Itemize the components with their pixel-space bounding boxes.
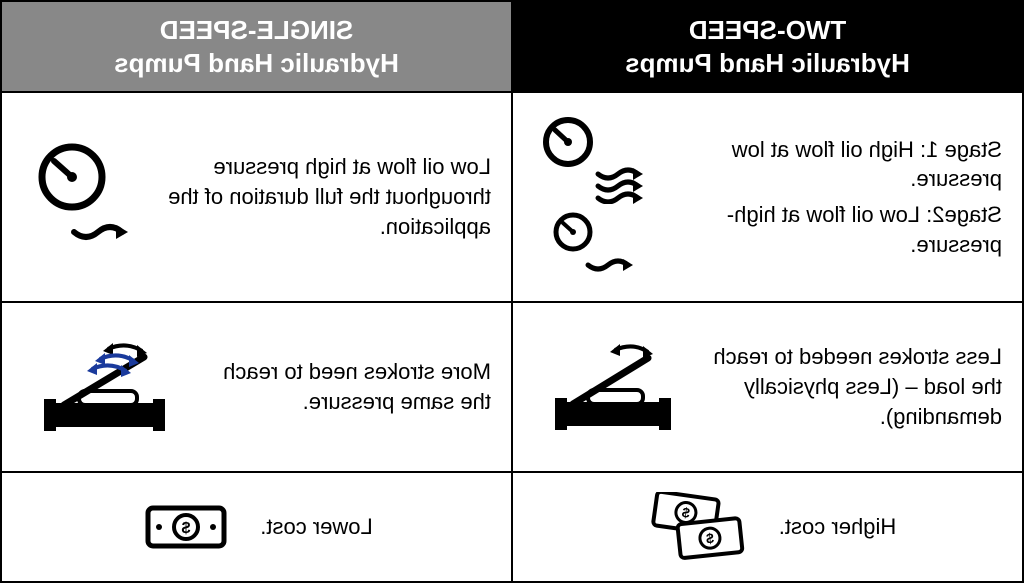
gauge-flow-double-icon — [533, 114, 643, 280]
single-speed-strokes-text: More strokes need to reach the same pres… — [202, 357, 491, 416]
pump-few-strokes-icon — [533, 340, 683, 435]
cell-single-speed-strokes: More strokes need to reach the same pres… — [1, 302, 512, 472]
stage2-text: Stage2: Low oil flow at high-pressure. — [663, 200, 1002, 259]
two-speed-strokes-text: Less strokes needed to reach the load – … — [703, 342, 1002, 431]
header-title-line1: TWO-SPEED — [689, 15, 846, 45]
header-title-line1: SINGLE-SPEED — [160, 15, 354, 45]
header-two-speed: TWO-SPEED Hydraulic Hand Pumps — [512, 1, 1023, 92]
row-flow-pressure: Stage 1: High oil flow at low pressure. … — [1, 92, 1023, 302]
header-title-line2: Hydraulic Hand Pumps — [114, 48, 399, 78]
gauge-flow-single-icon — [22, 137, 132, 257]
header-single-speed: SINGLE-SPEED Hydraulic Hand Pumps — [1, 1, 512, 92]
row-cost: Higher cost. $ $ — [1, 472, 1023, 582]
comparison-table: TWO-SPEED Hydraulic Hand Pumps SINGLE-SP… — [0, 0, 1024, 583]
header-title-line2: Hydraulic Hand Pumps — [625, 48, 910, 78]
cell-single-speed-flow: Low oil flow at high pressure throughout… — [1, 92, 512, 302]
stage1-text: Stage 1: High oil flow at low pressure. — [663, 135, 1002, 194]
two-speed-flow-text: Stage 1: High oil flow at low pressure. … — [663, 129, 1002, 266]
row-strokes: Less strokes needed to reach the load – … — [1, 302, 1023, 472]
cell-two-speed-cost: Higher cost. $ $ — [512, 472, 1023, 582]
single-speed-flow-text: Low oil flow at high pressure throughout… — [152, 152, 491, 241]
cell-single-speed-cost: Lower cost. $ — [1, 472, 512, 582]
header-row: TWO-SPEED Hydraulic Hand Pumps SINGLE-SP… — [1, 1, 1023, 92]
svg-text:$: $ — [182, 520, 191, 537]
single-speed-cost-text: Lower cost. — [260, 512, 373, 542]
two-speed-cost-text: Higher cost. — [779, 512, 896, 542]
money-single-icon: $ — [140, 502, 230, 552]
cell-two-speed-flow: Stage 1: High oil flow at low pressure. … — [512, 92, 1023, 302]
money-stack-icon: $ $ — [639, 492, 749, 562]
cell-two-speed-strokes: Less strokes needed to reach the load – … — [512, 302, 1023, 472]
pump-many-strokes-icon — [22, 337, 182, 437]
